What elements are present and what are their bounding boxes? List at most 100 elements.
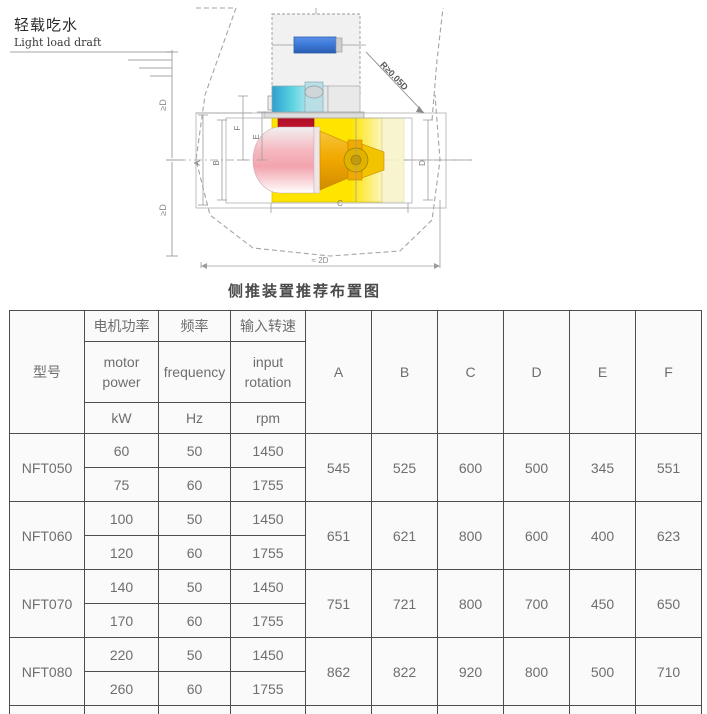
cell-dim-F: 710 — [635, 637, 702, 706]
cell-frequency: 50 — [158, 637, 231, 672]
header-dim-D: D — [503, 310, 570, 434]
cell-dim-F-partial — [635, 705, 702, 714]
dimension-B — [217, 119, 227, 201]
header-dim-A: A — [305, 310, 372, 434]
dimension-label-D: D — [418, 160, 427, 166]
table-header-row-cn: 型号 电机功率 频率 输入转速 A B C D E F — [9, 310, 702, 434]
cell-rotation: 1755 — [230, 467, 306, 502]
light-load-draft-title-cn: 轻载吃水 — [14, 16, 79, 34]
cell-dim-D: 600 — [503, 501, 570, 570]
coupling-assembly — [263, 81, 365, 119]
header-input-rotation-cn: 输入转速 — [230, 310, 306, 342]
header-motor-power-cn: 电机功率 — [84, 310, 159, 342]
dimension-C — [270, 203, 409, 213]
radius-leader-line — [365, 51, 425, 114]
cell-dim-C: 800 — [437, 569, 504, 638]
header-dim-E: E — [569, 310, 636, 434]
table-row: NFT060 100 50 1450 651 621 800 600 400 6… — [9, 501, 702, 570]
dimension-label-A: A — [193, 160, 202, 166]
table-row: NFT050 60 50 1450 545 525 600 500 345 55… — [9, 433, 702, 502]
cell-dim-E: 400 — [569, 501, 636, 570]
header-input-rotation-en-line2: rotation — [244, 374, 292, 390]
table-row: NFT070 140 50 1450 751 721 800 700 450 6… — [9, 569, 702, 638]
cell-dim-C-partial — [437, 705, 504, 714]
dimension-A — [198, 114, 208, 206]
cell-frequency: 60 — [158, 603, 231, 638]
cell-dim-A-partial — [305, 705, 372, 714]
cell-dim-C: 920 — [437, 637, 504, 706]
cell-dim-E: 345 — [569, 433, 636, 502]
cell-dim-C: 600 — [437, 433, 504, 502]
dimension-label-F: F — [233, 125, 242, 130]
header-frequency-en: frequency — [158, 341, 231, 403]
cell-power: 140 — [84, 569, 159, 604]
cell-rotation: 1450 — [230, 637, 306, 672]
header-input-rotation-en: input rotation — [230, 341, 306, 403]
cell-dim-B-partial — [371, 705, 438, 714]
span-dimension-line — [200, 200, 441, 269]
dimension-F — [238, 95, 248, 161]
cell-power: 120 — [84, 535, 159, 570]
cell-power: 260 — [84, 671, 159, 706]
misc-leaders — [196, 112, 472, 161]
cell-power: 100 — [84, 501, 159, 536]
spec-table-container: 型号 电机功率 频率 输入转速 A B C D E F motor power … — [0, 310, 707, 714]
diagram-caption: 侧推装置推荐布置图 — [228, 282, 382, 300]
cell-frequency: 50 — [158, 433, 231, 468]
cell-frequency: 60 — [158, 535, 231, 570]
cell-rotation: 1450 — [230, 569, 306, 604]
cell-dim-A: 751 — [305, 569, 372, 638]
cell-power: 170 — [84, 603, 159, 638]
cell-dim-B: 525 — [371, 433, 438, 502]
cell-power: 75 — [84, 467, 159, 502]
hull-outline — [195, 7, 441, 257]
cell-rotation: 1755 — [230, 535, 306, 570]
table-row-partial — [9, 705, 702, 714]
waterline-group — [10, 51, 172, 77]
cell-power: 220 — [84, 637, 159, 672]
cell-rotation: 1755 — [230, 671, 306, 706]
header-dim-C: C — [437, 310, 504, 434]
depth-label-lower: ≥D — [158, 204, 168, 216]
cell-dim-D: 700 — [503, 569, 570, 638]
dimension-label-C: C — [337, 199, 343, 208]
cell-model: NFT050 — [9, 433, 85, 502]
cell-dim-B: 721 — [371, 569, 438, 638]
cell-model: NFT060 — [9, 501, 85, 570]
motor-block — [272, 36, 366, 54]
cell-dim-A: 651 — [305, 501, 372, 570]
table-row: 120 60 1755 — [10, 535, 702, 570]
table-row: 75 60 1755 — [10, 467, 702, 502]
dimension-label-E: E — [252, 134, 261, 139]
cell-frequency: 60 — [158, 467, 231, 502]
cell-frequency-partial — [158, 705, 231, 714]
cell-rotation: 1450 — [230, 501, 306, 536]
header-motor-power-en-line1: motor — [103, 353, 140, 370]
depth-label-upper: ≥D — [158, 99, 168, 111]
header-model: 型号 — [9, 310, 85, 434]
header-input-rotation-en-line1: input — [252, 353, 284, 370]
cell-dim-D-partial — [503, 705, 570, 714]
cell-power-partial — [84, 705, 159, 714]
table-row: NFT080 220 50 1450 862 822 920 800 500 7… — [9, 637, 702, 706]
header-motor-power-en: motor power — [84, 341, 159, 403]
cell-dim-F: 650 — [635, 569, 702, 638]
depth-dimension-line — [166, 50, 184, 257]
dimension-E — [257, 111, 267, 161]
table-header-row-en: motor power frequency input rotation — [10, 341, 702, 403]
header-dim-B: B — [371, 310, 438, 434]
gearbox-cone — [319, 118, 385, 202]
header-dim-F: F — [635, 310, 702, 434]
dimension-label-B: B — [212, 160, 221, 165]
cell-dim-C: 800 — [437, 501, 504, 570]
cell-model-partial — [9, 705, 85, 714]
cell-frequency: 50 — [158, 569, 231, 604]
cell-model: NFT080 — [9, 637, 85, 706]
cell-frequency: 60 — [158, 671, 231, 706]
cell-dim-D: 800 — [503, 637, 570, 706]
hub-nose-cone — [252, 126, 321, 194]
cell-dim-F: 551 — [635, 433, 702, 502]
hull-side-right — [431, 7, 444, 121]
thruster-spec-table: 型号 电机功率 频率 输入转速 A B C D E F motor power … — [9, 310, 702, 714]
thruster-arrangement-diagram: A B F E C — [0, 0, 707, 310]
